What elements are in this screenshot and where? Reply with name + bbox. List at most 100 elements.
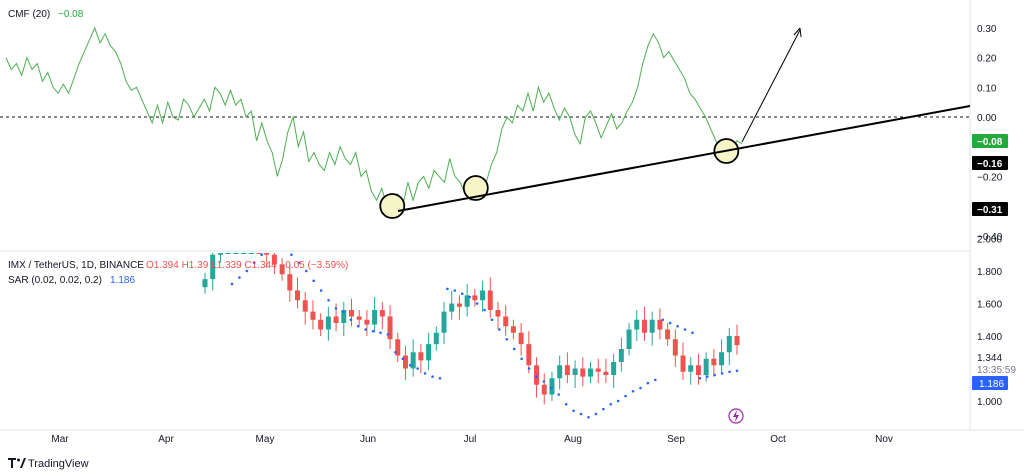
sar-legend-value: 1.186 [110, 275, 135, 286]
time-axis: Mar Apr May Jun Jul Aug Sep Oct Nov [51, 434, 893, 445]
sar-dot [297, 261, 301, 265]
sar-dot [631, 389, 635, 393]
candle-body [333, 316, 339, 323]
sar-dot [668, 321, 672, 325]
candle-body [472, 295, 478, 301]
sar-dot [379, 331, 382, 335]
sar-dot [609, 402, 613, 406]
sar-dot [453, 289, 457, 292]
sar-dot [401, 357, 405, 361]
cmf-legend-value: −0.08 [58, 9, 84, 20]
candle-body [464, 295, 470, 307]
candle-body [217, 253, 223, 255]
sar-dot [230, 282, 234, 286]
support-trendline [397, 105, 971, 212]
candle-body [541, 384, 547, 395]
time-axis-tick: Jul [464, 434, 477, 445]
sar-badge-label: 1.186 [979, 379, 1004, 390]
bar-countdown: 13:35:59 [977, 365, 1016, 376]
candle-body [387, 316, 393, 340]
sar-dot [505, 337, 509, 341]
sar-dot [542, 380, 546, 383]
price-axis-tick: 1.800 [977, 267, 1002, 278]
candle-body [495, 310, 501, 317]
sar-dot [468, 295, 471, 299]
candle-body [456, 303, 462, 307]
cmf-axis-tick: 0.10 [977, 83, 997, 94]
sar-dot [371, 329, 375, 333]
sar-dot [386, 333, 390, 336]
sar-dot [416, 367, 419, 370]
candle-body [241, 253, 247, 254]
sar-dot [705, 375, 709, 378]
candle-body [580, 368, 586, 377]
price-legend-ohlc: O1.394 H1.39 L1.339 C1.344 −0.05 (−3.59%… [146, 260, 348, 271]
sar-dot [394, 350, 397, 354]
sar-dot [535, 375, 538, 378]
sar-dot [423, 372, 427, 375]
candle-body [364, 319, 370, 325]
sar-dot [475, 302, 479, 305]
cmf-axis-badge [972, 156, 1008, 170]
arrow-head-icon [793, 27, 802, 38]
sar-dot [356, 324, 360, 328]
candle-body [433, 332, 439, 345]
time-axis-tick: Aug [564, 434, 582, 445]
touch-point-circle [379, 193, 406, 219]
tradingview-logo-icon [8, 458, 16, 468]
lightning-icon[interactable] [728, 408, 744, 424]
sar-dot [728, 370, 731, 374]
cmf-axis-tick: −0.20 [977, 172, 1003, 183]
candle-body [341, 310, 347, 323]
price-legend-symbol[interactable]: IMX / TetherUS, 1D, BINANCE [8, 260, 144, 271]
time-axis-tick: Nov [875, 434, 893, 445]
candle-body [618, 349, 624, 362]
sar-legend-name: SAR (0.02, 0.02, 0.2) [8, 275, 102, 286]
candle-body [626, 329, 632, 349]
sar-dot [698, 376, 702, 380]
candle-body [503, 316, 509, 327]
sar-dot [527, 367, 531, 370]
candlestick-series [202, 253, 740, 405]
sar-dot [342, 310, 345, 313]
sar-dot [312, 279, 315, 283]
sar-dot [654, 378, 657, 382]
sar-dot [490, 318, 494, 322]
candle-body [233, 253, 239, 254]
candle-body [372, 310, 378, 325]
candle-body [572, 368, 578, 375]
candle-body [295, 290, 301, 301]
candle-body [402, 355, 408, 369]
candle-body [302, 300, 308, 312]
cmf-badge-label: −0.08 [977, 137, 1003, 148]
sar-dot [327, 298, 330, 302]
sar-dot [512, 347, 516, 351]
time-axis-tick: May [256, 434, 275, 445]
touch-point-circle [462, 175, 489, 201]
candle-body [510, 326, 516, 333]
support-trendline-stroke [397, 105, 971, 212]
sar-series [230, 253, 739, 419]
sar-dot [520, 357, 523, 361]
candle-body [210, 254, 216, 280]
sar-dot [438, 376, 442, 380]
time-axis-tick: Oct [770, 434, 786, 445]
time-axis-tick: Mar [51, 434, 69, 445]
candle-body [356, 316, 362, 320]
tradingview-logo[interactable]: TradingView [8, 458, 89, 470]
sar-dot [579, 412, 583, 416]
sar-dot [587, 415, 590, 419]
sar-dot [602, 407, 605, 411]
cmf-axis-badge [972, 134, 1008, 148]
candle-body [410, 352, 416, 369]
candle-body [634, 319, 640, 330]
sar-dot [460, 292, 464, 296]
sar-dot [594, 412, 598, 416]
sar-dot [260, 253, 264, 257]
last-price-label: 1.344 [977, 353, 1002, 364]
candle-body [557, 365, 563, 379]
candle-body [672, 339, 678, 356]
candle-body [480, 290, 486, 301]
time-axis-tick: Jun [360, 434, 376, 445]
